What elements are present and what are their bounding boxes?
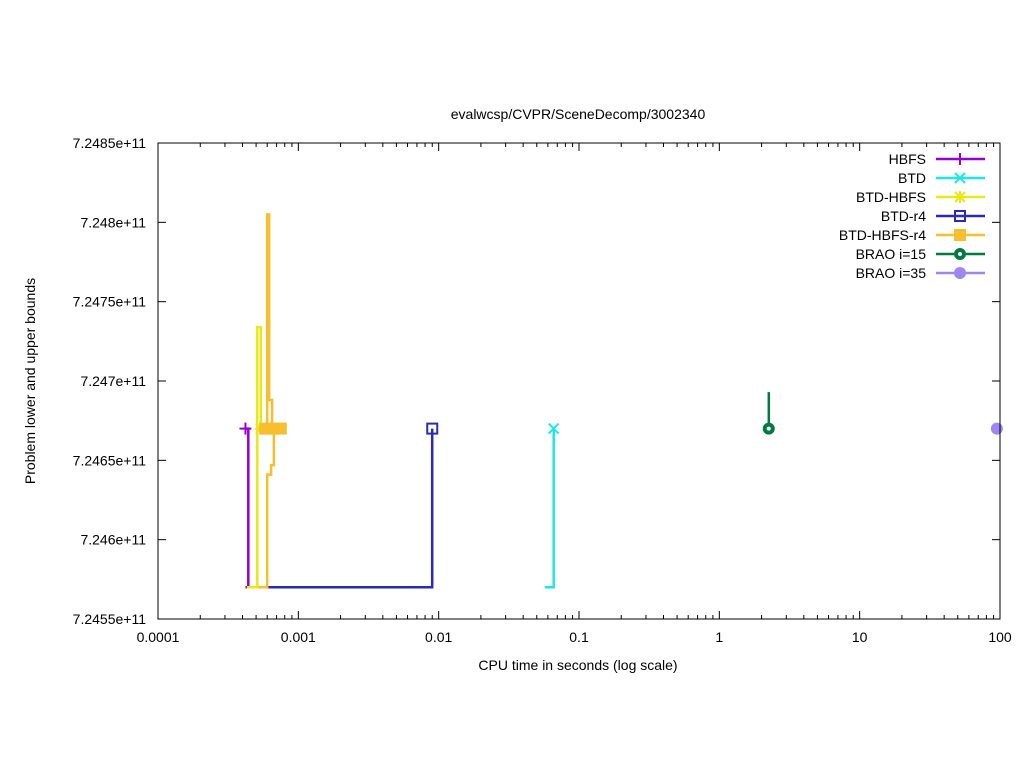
legend-marker [954,210,966,222]
y-axis-label: Problem lower and upper bounds [22,278,38,484]
series-line-hbfs [245,427,250,589]
y-tick-label: 7.2485e+11 [73,135,147,151]
legend-marker [954,229,966,241]
series-line-btd-hbfs [246,325,263,589]
data-point-btd-r4 [426,422,439,435]
x-tick-label: 0.001 [281,629,316,645]
y-tick-label: 7.246e+11 [80,532,146,548]
x-tick-label: 0.1 [569,629,589,645]
data-point-brao-i-15 [762,422,775,435]
series-btd-hbfs [246,325,267,589]
legend-item-btd-r4: BTD-r4 [881,208,985,224]
series-line-btd-hbfs-r4 [265,213,274,429]
y-tick-label: 7.2475e+11 [73,294,147,310]
series-hbfs [239,422,252,589]
legend-marker [954,248,966,260]
series-btd-r4 [261,422,439,589]
x-tick-label: 0.01 [425,629,452,645]
data-point-brao-i-35 [990,422,1003,435]
y-tick-label: 7.2465e+11 [73,452,147,468]
series-line-btd-r4 [261,428,434,589]
legend-item-hbfs: HBFS [889,151,985,167]
legend-label: BTD [898,170,926,186]
y-tick-label: 7.247e+11 [80,373,146,389]
series-line-btd-hbfs-r4 [258,428,276,589]
legend-item-btd: BTD [898,170,985,186]
x-tick-label: 100 [988,629,1012,645]
data-point-hbfs [239,422,252,435]
chart-title: evalwcsp/CVPR/SceneDecomp/3002340 [451,106,706,122]
x-tick-label: 0.0001 [137,629,180,645]
legend-item-brao-i-35: BRAO i=35 [856,265,985,281]
legend-item-btd-hbfs: BTD-HBFS [856,189,985,205]
x-axis-label: CPU time in seconds (log scale) [478,657,677,673]
legend-item-btd-hbfs-r4: BTD-HBFS-r4 [839,227,985,243]
y-tick-label: 7.248e+11 [80,214,146,230]
legend-label: BTD-r4 [881,208,926,224]
y-tick-label: 7.2455e+11 [73,611,147,627]
series-brao-i-15 [762,392,775,435]
legend-marker [954,267,966,279]
legend-label: BRAO i=35 [856,265,927,281]
legend: HBFS BTD BTD-HBFS BTD-r4 BTD-HBFS-r4 BRAO i=1… [839,151,985,281]
plot-area [239,213,1003,589]
legend-label: BRAO i=15 [856,246,927,262]
x-tick-label: 10 [852,629,868,645]
legend-marker [954,191,966,203]
legend-label: BTD-HBFS-r4 [839,227,926,243]
data-point-btd [547,422,560,435]
series-btd [544,422,560,589]
x-tick-label: 1 [715,629,723,645]
series-line-btd [544,428,555,589]
legend-marker [954,172,966,184]
plot-frame [157,142,1001,620]
series-btd-hbfs-r4 [258,213,287,589]
legend-item-brao-i-15: BRAO i=15 [856,246,985,262]
axes: 0.0001 0.001 0.01 0.1 1 10 100 7.2455e+11 7.246e… [73,135,1012,645]
legend-marker [954,153,966,165]
series-brao-i-35 [990,422,1003,435]
legend-label: HBFS [889,151,926,167]
data-point-btd-hbfs-r4 [274,422,287,435]
legend-label: BTD-HBFS [856,189,926,205]
